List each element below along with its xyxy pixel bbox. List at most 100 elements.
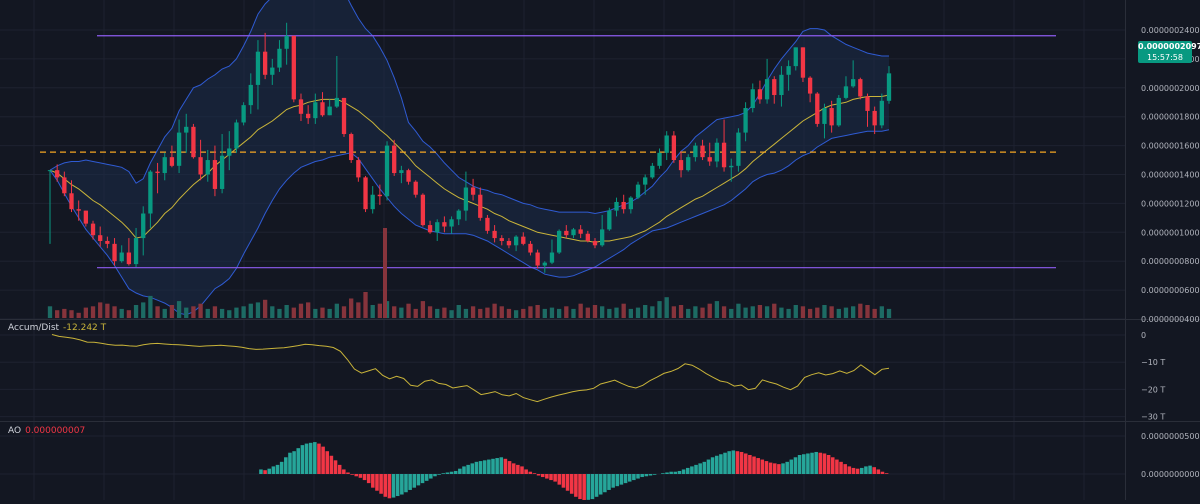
last-price-label: 0.0000002097: [1138, 42, 1200, 51]
ao-bar: [801, 454, 806, 474]
candle-body: [822, 108, 827, 124]
volume-bar: [234, 307, 239, 318]
ao-bar: [412, 474, 417, 488]
ao-bar: [793, 457, 798, 474]
candle-body: [750, 89, 755, 109]
candle-body: [420, 194, 426, 226]
candle-body: [212, 160, 218, 189]
ao-bar: [342, 469, 346, 474]
candle-body: [585, 233, 590, 241]
ao-bar: [371, 474, 375, 488]
volume-bar: [334, 303, 339, 318]
price-tick-label: 0.0000001400: [1141, 171, 1200, 180]
ao-bar: [437, 474, 441, 475]
candle-body: [370, 194, 375, 210]
candle-body: [112, 243, 117, 262]
candle-body: [427, 225, 433, 233]
volume-bar: [564, 306, 569, 318]
candle-body: [320, 102, 325, 116]
candle-body: [413, 181, 418, 195]
candle-body: [126, 252, 132, 265]
volume-bar: [678, 305, 684, 318]
ao-bar: [868, 465, 872, 474]
ao-bar: [350, 474, 354, 475]
accum-dist-tick-label: −20 T: [1141, 385, 1165, 394]
ao-bar: [561, 474, 566, 488]
candle-body: [700, 145, 705, 158]
volume-bar: [865, 305, 870, 318]
price-axis[interactable]: 0.00000024000.00000022000.00000020000.00…: [1141, 26, 1200, 479]
volume-bar: [241, 306, 246, 318]
ao-bar: [321, 446, 325, 474]
ao-bar: [884, 473, 889, 474]
volume-bar: [850, 306, 856, 318]
ao-bar: [458, 468, 462, 474]
ao-bar: [739, 451, 744, 474]
ao-bar: [313, 442, 317, 474]
candle-body: [219, 155, 225, 189]
ao-bar: [727, 451, 731, 474]
candle-body: [872, 110, 877, 126]
volume-bar: [55, 310, 60, 318]
volume-bar: [341, 306, 347, 318]
candle-body: [442, 222, 447, 227]
ao-bar: [648, 474, 653, 476]
ao-bar: [748, 455, 752, 474]
ao-bar: [756, 458, 760, 474]
candle-body: [248, 84, 253, 106]
volume-bar: [736, 303, 741, 318]
price-tick-label: 0.0000001600: [1141, 142, 1200, 151]
volume-bar: [442, 307, 447, 318]
volume-bar: [800, 306, 806, 318]
volume-bar: [284, 305, 289, 318]
ao-bar: [685, 467, 690, 474]
candle-body: [743, 108, 748, 133]
volume-bar: [592, 305, 598, 318]
candle-body: [356, 160, 361, 178]
volume-bar: [528, 306, 533, 318]
volume-bar: [176, 301, 182, 318]
volume-bar: [578, 303, 583, 318]
volume-bar: [506, 308, 512, 318]
volume-bar: [757, 305, 763, 318]
candle-body: [513, 236, 519, 246]
candle-body: [349, 134, 354, 161]
ao-bar: [611, 474, 615, 488]
accum-dist-legend[interactable]: Accum/Dist -12.242 T: [8, 323, 106, 333]
volume-bar: [513, 310, 519, 318]
volume-bar: [686, 308, 691, 318]
ao-bar: [453, 470, 458, 474]
ao-bar: [731, 450, 736, 474]
ao-pane: [259, 442, 889, 501]
candle-body: [714, 142, 720, 162]
volume-bar: [843, 307, 849, 318]
candle-body: [843, 86, 849, 98]
volume-bar: [298, 303, 304, 318]
ao-legend[interactable]: AO 0.000000007: [8, 426, 85, 436]
ao-bar: [499, 457, 504, 474]
volume-bar: [585, 307, 590, 318]
volume-bar: [277, 308, 282, 318]
ao-bar: [317, 443, 321, 474]
ao-bar: [263, 470, 267, 474]
ao-bar: [503, 458, 508, 474]
volume-bar: [155, 306, 160, 318]
volume-bar: [886, 308, 892, 318]
ao-bar: [420, 474, 425, 484]
candle-body: [528, 243, 533, 253]
candle-body: [879, 100, 884, 126]
ao-bar: [553, 474, 557, 482]
volume-bar: [793, 305, 798, 318]
candle-body: [564, 230, 569, 236]
candle-body: [148, 171, 153, 214]
volume-bar: [470, 306, 476, 318]
ao-bar: [308, 442, 313, 474]
volume-bar: [542, 308, 547, 318]
volume-bar: [621, 303, 626, 318]
price-tick-label: 0.0000000600: [1141, 286, 1200, 295]
volume-bar: [435, 308, 440, 318]
volume-bar: [377, 303, 383, 318]
accum-dist-pane: [51, 334, 890, 403]
